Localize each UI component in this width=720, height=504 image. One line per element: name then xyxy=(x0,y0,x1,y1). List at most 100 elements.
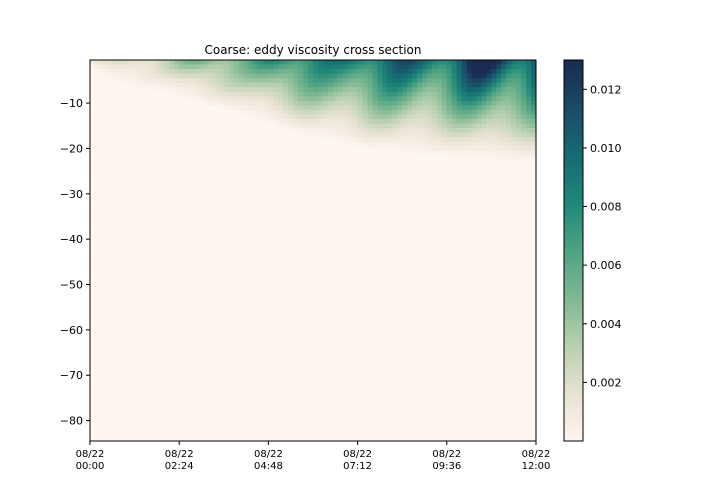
heatmap-cell xyxy=(278,109,284,115)
heatmap-cell xyxy=(531,141,537,147)
heatmap-cell xyxy=(387,141,393,147)
heatmap-cell xyxy=(377,64,383,70)
heatmap-cell xyxy=(501,64,507,70)
y-tick-label: −60 xyxy=(60,324,83,337)
heatmap-cell xyxy=(327,73,334,79)
heatmap-cell xyxy=(228,60,235,65)
heatmap-cell xyxy=(496,128,502,133)
heatmap-cell xyxy=(342,100,349,106)
heatmap-cell xyxy=(362,73,368,79)
x-tick-date: 08/22 xyxy=(522,449,551,460)
heatmap-cell xyxy=(451,87,458,93)
heatmap-cell xyxy=(402,141,408,147)
heatmap-cell xyxy=(317,60,324,65)
heatmap-cell xyxy=(238,82,245,88)
heatmap-cell xyxy=(263,64,269,70)
heatmap-cell xyxy=(511,100,517,106)
heatmap-cell xyxy=(243,69,249,75)
heatmap-cell xyxy=(263,100,269,106)
heatmap-cell xyxy=(387,87,393,93)
heatmap-cell xyxy=(431,128,438,133)
heatmap-cell xyxy=(134,69,140,75)
heatmap-cell xyxy=(436,146,443,152)
heatmap-cell xyxy=(263,118,269,124)
heatmap-cell xyxy=(526,73,532,79)
heatmap-cell xyxy=(273,87,279,93)
heatmap-cell xyxy=(223,100,230,106)
heatmap-cell xyxy=(422,100,428,106)
heatmap-cell xyxy=(233,64,240,70)
heatmap-cell xyxy=(357,69,363,75)
heatmap-cell xyxy=(526,64,532,70)
heatmap-cell xyxy=(337,73,344,79)
heatmap-cell xyxy=(526,159,532,162)
heatmap-cell xyxy=(531,96,537,102)
heatmap-cell xyxy=(382,91,388,97)
heatmap-cell xyxy=(283,100,289,106)
heatmap-cell xyxy=(501,123,507,129)
heatmap-cell xyxy=(526,128,532,133)
heatmap-cell xyxy=(293,78,299,84)
heatmap-cell xyxy=(159,78,165,84)
heatmap-cell xyxy=(243,96,249,102)
heatmap-cell xyxy=(303,96,309,102)
heatmap-cell xyxy=(228,105,235,111)
heatmap-cell xyxy=(253,96,259,102)
heatmap-cell xyxy=(203,73,210,79)
heatmap-cell xyxy=(417,91,423,97)
heatmap-cell xyxy=(387,114,393,120)
heatmap-cell xyxy=(491,87,497,93)
heatmap-cell xyxy=(441,109,448,115)
heatmap-cell xyxy=(243,100,249,106)
heatmap-cell xyxy=(496,91,502,97)
heatmap-cell xyxy=(298,114,304,120)
heatmap-cell xyxy=(441,141,448,147)
heatmap-cell xyxy=(417,141,423,147)
heatmap-cell xyxy=(486,155,492,160)
heatmap-cell xyxy=(367,114,373,120)
heatmap-cell xyxy=(322,118,329,124)
heatmap-cell xyxy=(456,114,463,120)
heatmap-cell xyxy=(412,78,418,84)
heatmap-cell xyxy=(526,60,532,65)
heatmap-cell xyxy=(496,64,502,70)
heatmap-cell xyxy=(94,60,101,65)
heatmap-cell xyxy=(382,82,388,88)
heatmap-cell xyxy=(382,60,388,65)
heatmap-cell xyxy=(466,146,472,152)
heatmap-cell xyxy=(273,64,279,70)
heatmap-cell xyxy=(99,73,106,75)
heatmap-cell xyxy=(347,91,354,97)
heatmap-cell xyxy=(516,96,522,102)
heatmap-cell xyxy=(466,73,472,79)
heatmap-cell xyxy=(357,78,363,84)
heatmap-cell xyxy=(119,69,126,75)
heatmap-cell xyxy=(367,118,373,124)
heatmap-cell xyxy=(392,118,398,124)
heatmap-cell xyxy=(332,123,339,129)
heatmap-cell xyxy=(496,69,502,75)
y-tick-label: −70 xyxy=(60,369,83,382)
heatmap-cell xyxy=(189,78,195,84)
heatmap-cell xyxy=(268,105,274,111)
heatmap-cell xyxy=(139,69,145,75)
heatmap-cell xyxy=(446,132,453,138)
heatmap-cell xyxy=(476,137,482,143)
heatmap-cell xyxy=(332,78,339,84)
heatmap-cell xyxy=(263,109,269,115)
heatmap-cell xyxy=(446,60,453,65)
heatmap-cell xyxy=(104,73,111,78)
heatmap-cell xyxy=(278,118,284,124)
heatmap-cell xyxy=(501,150,507,156)
heatmap-cell xyxy=(446,146,453,152)
heatmap-cell xyxy=(213,105,220,108)
heatmap-cell xyxy=(367,73,373,79)
heatmap-cell xyxy=(417,82,423,88)
heatmap-cell xyxy=(387,64,393,70)
heatmap-cell xyxy=(194,69,200,75)
heatmap-cell xyxy=(129,78,135,84)
heatmap-cell xyxy=(317,87,324,93)
heatmap-cell xyxy=(377,87,383,93)
heatmap-cell xyxy=(169,73,175,79)
heatmap-cell xyxy=(268,78,274,84)
